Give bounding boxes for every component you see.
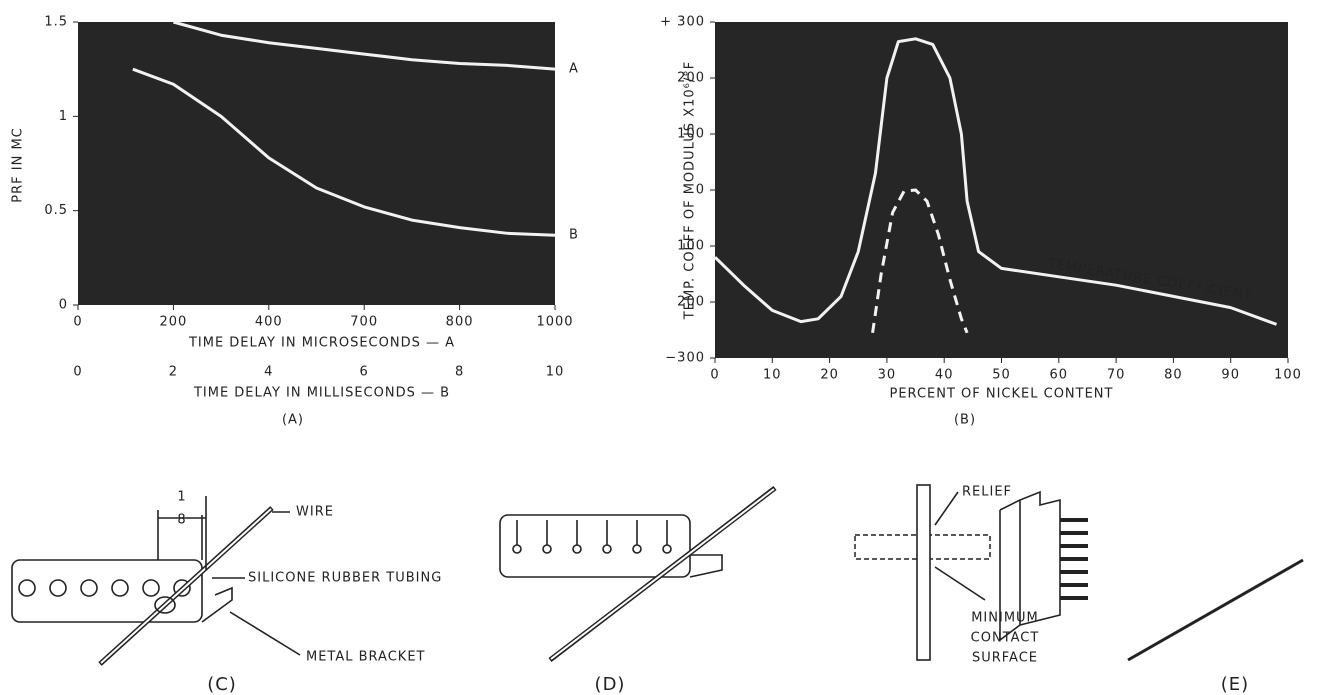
label: RELIEF: [962, 485, 1012, 500]
x-tick-label: 10: [763, 368, 782, 383]
plot-area: [78, 22, 555, 305]
x-tick-label: 200: [159, 315, 187, 330]
holes: [18, 579, 191, 597]
x-tick-label: 1000: [536, 315, 573, 330]
series-line: [172, 20, 556, 71]
x2-tick-label: 10: [546, 365, 565, 380]
x-tick-label: 800: [446, 315, 474, 330]
y-tick-label: 1: [59, 109, 68, 124]
x-tick-label: 90: [1221, 368, 1240, 383]
y-tick-label: −300: [665, 351, 705, 366]
y-tick-label: 0.5: [44, 203, 68, 218]
bracket-edge: [201, 515, 233, 623]
y-tick-label: 0: [59, 298, 68, 313]
wire-shine: [550, 488, 775, 660]
caption: (E): [1221, 674, 1249, 695]
diagram-d: (D): [499, 486, 777, 695]
y-axis-label: PRF IN MC: [11, 127, 26, 202]
x2-tick-label: 2: [169, 365, 178, 380]
diagram-relief: RELIEF MINIMUM CONTACT SURFACE: [854, 484, 1040, 666]
y-tick-label: + 300: [660, 15, 705, 30]
label: METAL BRACKET: [306, 650, 425, 665]
tubing: [154, 596, 176, 614]
x-tick-label: 20: [820, 368, 839, 383]
y-tick-label: 100: [677, 239, 705, 254]
x-tick-label: 400: [255, 315, 283, 330]
x-axis-label: PERCENT OF NICKEL CONTENT: [890, 387, 1114, 402]
label: WIRE: [296, 505, 334, 520]
holes: [512, 520, 672, 554]
y-tick-label: 100: [677, 127, 705, 142]
series-line: [713, 37, 1278, 326]
y-tick-label: 1.5: [44, 15, 68, 30]
leaders: [157, 496, 301, 656]
x2-tick-label: 8: [455, 365, 464, 380]
x2-tick-label: 4: [264, 365, 273, 380]
wire: [916, 484, 931, 661]
x-tick-label: 0: [710, 368, 719, 383]
caption: (D): [595, 674, 626, 695]
y-tick-label: 200: [677, 295, 705, 310]
caption: (A): [282, 413, 304, 428]
x-tick-label: 60: [1050, 368, 1069, 383]
caption: (C): [207, 674, 237, 695]
label: 8: [177, 513, 186, 528]
x-axis-label: TIME DELAY IN MICROSECONDS — A: [188, 336, 455, 351]
y-tick-label: 0: [696, 183, 705, 198]
teeth: [1060, 518, 1088, 600]
label: SILICONE RUBBER TUBING: [248, 571, 442, 586]
diagram-c: WIRE 1 8 SILICONE RUBBER TUBING METAL BR…: [11, 490, 442, 695]
y-tick-label: 200: [677, 71, 705, 86]
label: SURFACE: [972, 651, 1038, 666]
label: CONTACT: [971, 631, 1040, 646]
x-tick-label: 40: [935, 368, 954, 383]
bracket-edge: [689, 554, 723, 578]
legend-label: B: [569, 228, 579, 243]
diagram-e: (E): [999, 490, 1304, 695]
legend-label: A: [569, 62, 579, 77]
caption: (B): [954, 413, 976, 428]
x-tick-label: 30: [878, 368, 897, 383]
x-tick-label: 80: [1164, 368, 1183, 383]
x-tick-label: 0: [73, 315, 82, 330]
plot-area: [715, 22, 1288, 358]
label: 1: [177, 490, 186, 505]
wire-shine: [100, 508, 272, 664]
x-tick-label: 100: [1274, 368, 1302, 383]
x2-axis-label: TIME DELAY IN MILLISECONDS — B: [193, 386, 450, 401]
x2-tick-label: 0: [73, 365, 82, 380]
series-line: [871, 188, 969, 334]
bracket: [499, 514, 691, 578]
x2-tick-label: 6: [360, 365, 369, 380]
label: MINIMUM: [971, 611, 1039, 626]
y-axis-label: TEMP. COEFF OF MODULUS X10⁶/°F: [683, 61, 698, 320]
leaders: [934, 491, 986, 601]
x-tick-label: 700: [350, 315, 378, 330]
x-tick-label: 50: [992, 368, 1011, 383]
x-tick-label: 70: [1107, 368, 1126, 383]
wire: [1127, 558, 1304, 662]
bracket: [11, 559, 203, 623]
block: [999, 490, 1061, 642]
series-line: [132, 67, 556, 237]
